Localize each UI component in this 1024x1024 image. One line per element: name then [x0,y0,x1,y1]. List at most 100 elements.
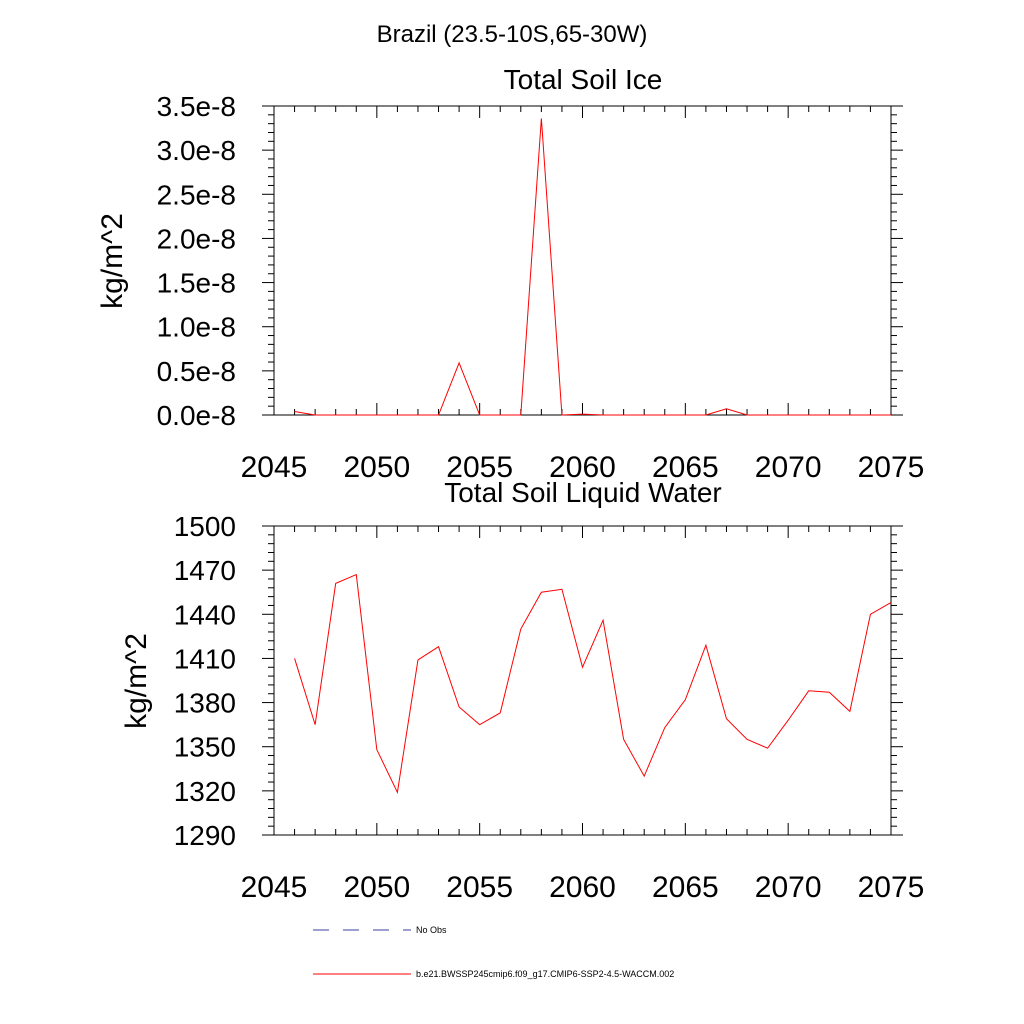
data-point [664,727,665,728]
y-tick-label: 1.5e-8 [157,268,236,299]
data-point [561,414,562,415]
data-point [644,776,645,777]
data-point [397,414,398,415]
x-tick-label: 2070 [755,451,822,484]
plot-frame [273,105,892,416]
data-point [726,408,727,409]
y-tick-label: 0.5e-8 [157,356,236,387]
x-tick-label: 2065 [652,871,719,904]
y-tick-label: 3.0e-8 [157,135,236,166]
data-point [335,414,336,415]
y-tick-label: 0.0e-8 [157,400,236,431]
data-point [808,414,809,415]
data-point [870,414,871,415]
x-tick-label: 2070 [755,871,822,904]
data-point [726,718,727,719]
data-point [520,628,521,629]
data-point [315,724,316,725]
data-point [849,711,850,712]
x-tick-label: 2065 [652,451,719,484]
data-point [561,589,562,590]
y-tick-label: 1380 [174,688,236,719]
soil-liquid-water-chart: Total Soil Liquid Water kg/m^2 1290 1320 1… [120,477,924,904]
series-line [294,573,892,794]
x-tick-label: 2060 [549,451,616,484]
legend-item-no-obs: No Obs [313,925,447,935]
data-point [315,414,316,415]
data-point [829,414,830,415]
data-point [356,414,357,415]
data-point [767,748,768,749]
data-point [417,414,418,415]
x-tick-label: 2045 [241,451,308,484]
data-point [829,692,830,693]
y-tick-label: 1500 [174,511,236,542]
y-tick-label: 2.5e-8 [157,179,236,210]
y-tick-label: 1350 [174,732,236,763]
data-point [438,414,439,415]
y-tick-label: 1320 [174,776,236,807]
data-point [685,414,686,415]
y-axis-label: kg/m^2 [96,213,129,309]
x-tick-label: 2045 [241,871,308,904]
data-point [459,362,460,363]
data-point [376,749,377,750]
y-tick-label: 1290 [174,820,236,851]
data-point [397,792,398,793]
y-tick-label: 1440 [174,599,236,630]
data-point [479,414,480,415]
legend-item-model-run: b.e21.BWSSP245cmip6.f09_g17.CMIP6-SSP2-4… [313,969,674,979]
plot-frame [273,525,892,836]
data-point [294,658,295,659]
data-point [788,720,789,721]
data-point [746,414,747,415]
x-tick-label: 2060 [549,871,616,904]
data-point [417,659,418,660]
y-tick-label: 2.0e-8 [157,223,236,254]
x-tick-label: 2050 [343,871,410,904]
x-tick-label: 2055 [446,451,513,484]
legend: No Obs b.e21.BWSSP245cmip6.f09_g17.CMIP6… [313,925,674,979]
data-point [541,592,542,593]
data-point [602,414,603,415]
data-point [582,414,583,415]
data-point [438,646,439,647]
data-point [788,414,789,415]
data-point [602,620,603,621]
y-axis-label: kg/m^2 [120,633,153,729]
data-point [541,118,542,119]
data-point [356,574,357,575]
data-point [746,739,747,740]
data-point [849,414,850,415]
y-tick-label: 1.0e-8 [157,312,236,343]
y-tick-label: 1410 [174,643,236,674]
series-line [294,118,891,416]
page-title: Brazil (23.5-10S,65-30W) [377,21,648,48]
legend-label: b.e21.BWSSP245cmip6.f09_g17.CMIP6-SSP2-4… [416,969,674,979]
data-point [294,411,295,412]
data-point [376,414,377,415]
data-point [664,414,665,415]
x-tick-label: 2050 [343,451,410,484]
data-point [644,414,645,415]
data-point [459,706,460,707]
x-tick-label: 2075 [858,451,925,484]
y-tick-label: 1470 [174,555,236,586]
data-point [767,414,768,415]
data-point [890,602,891,603]
data-point [890,414,891,415]
x-tick-label: 2055 [446,871,513,904]
data-point [520,414,521,415]
x-tick-label: 2075 [858,871,925,904]
y-tick-label: 3.5e-8 [157,91,236,122]
chart-title: Total Soil Liquid Water [444,477,722,508]
legend-label: No Obs [416,925,447,935]
soil-ice-chart: Total Soil Ice kg/m^2 0.0e-8 0.5e-8 1.0e-8… [96,64,924,484]
data-point [685,699,686,700]
data-point [808,690,809,691]
data-point [705,414,706,415]
data-point [623,739,624,740]
data-point [479,724,480,725]
data-point [705,645,706,646]
